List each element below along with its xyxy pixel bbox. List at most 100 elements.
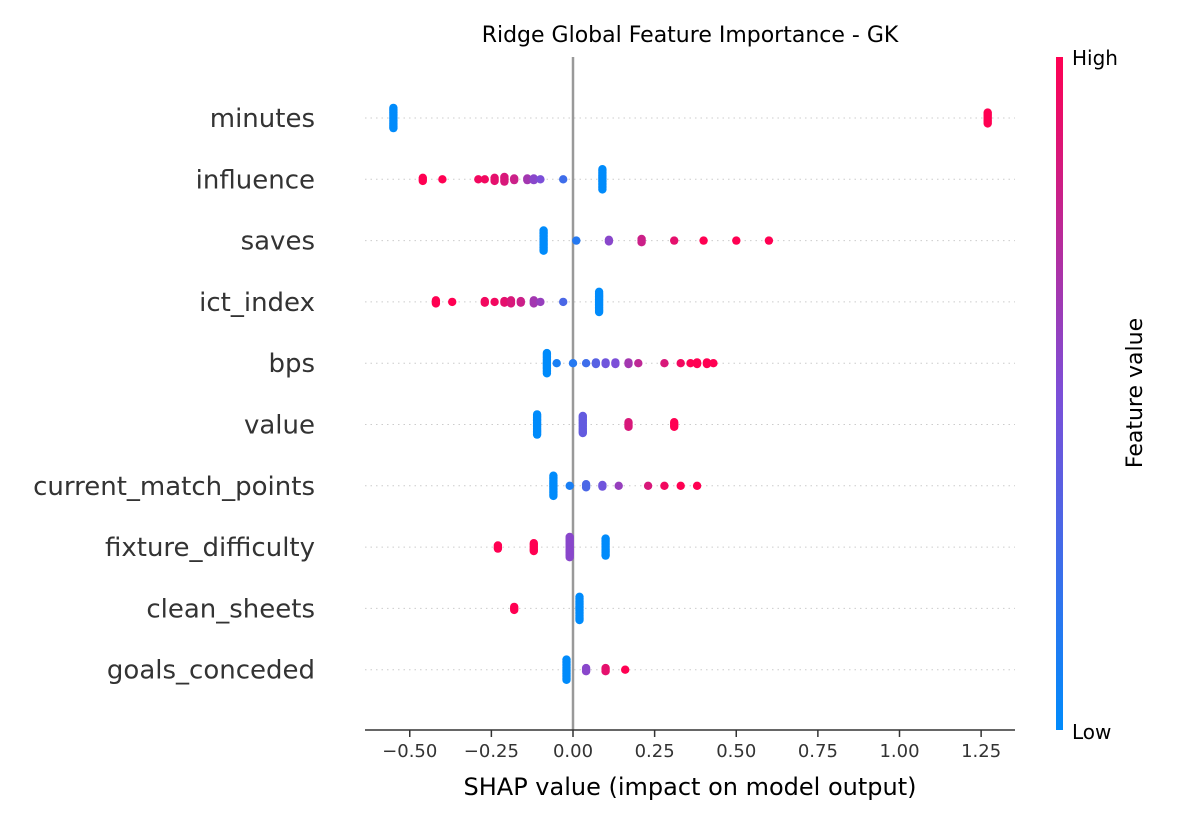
shap-point (529, 175, 538, 185)
shap-point (686, 359, 695, 368)
x-tick-label: 1.00 (879, 741, 919, 762)
shap-point (431, 299, 441, 308)
shap-point (732, 236, 741, 245)
shap-point (624, 422, 633, 431)
row-guides (365, 117, 1015, 671)
shap-point (474, 175, 483, 184)
shap-point (594, 307, 604, 317)
shap-point (448, 297, 457, 307)
shap-point (581, 359, 591, 368)
x-axis-label: SHAP value (impact on model output) (464, 773, 917, 801)
shap-point (493, 544, 503, 553)
colorbar-label: Feature value (1123, 318, 1148, 468)
shap-point (637, 238, 646, 247)
feature-label-saves: saves (241, 227, 315, 257)
shap-point (598, 185, 607, 194)
shap-point (598, 482, 607, 491)
shap-point (702, 359, 712, 369)
feature-label-clean_sheets: clean_sheets (146, 594, 315, 624)
shap-point (552, 359, 561, 368)
shap-point (611, 359, 620, 369)
shap-point (601, 359, 610, 369)
feature-label-goals_conceded: goals_conceded (107, 656, 315, 686)
shap-point (676, 481, 685, 490)
shap-point (572, 236, 581, 245)
feature-label-influence: influence (196, 165, 315, 195)
feature-label-fixture_difficulty: fixture_difficulty (105, 533, 315, 563)
shap-point (549, 491, 558, 501)
feature-label-current_match_points: current_match_points (33, 472, 315, 502)
shap-point (581, 667, 591, 676)
colorbar-low-label: Low (1072, 720, 1111, 744)
shap-point (516, 298, 525, 307)
colorbar (1056, 57, 1063, 730)
x-tick-label: 0.00 (553, 741, 593, 762)
shap-point (692, 359, 702, 369)
shap-point (523, 175, 532, 185)
shap-point (480, 298, 489, 307)
x-axis-ticks: −0.50 −0.25 0.00 0.25 0.50 0.75 1.00 1.25 (382, 730, 1001, 762)
shap-point (568, 359, 578, 368)
feature-label-minutes: minutes (210, 104, 315, 134)
x-tick-label: −0.50 (382, 741, 437, 762)
shap-point (578, 428, 587, 438)
shap-point (643, 481, 653, 490)
shap-point (562, 675, 571, 684)
shap-point (565, 553, 574, 562)
feature-label-ict_index: ict_index (199, 288, 315, 318)
shap-point (621, 665, 630, 674)
shap-point (539, 246, 548, 255)
shap-point (500, 177, 509, 186)
shap-point (565, 481, 574, 490)
shap-point (604, 237, 614, 246)
shap-point (699, 236, 708, 245)
shap-point (559, 297, 568, 307)
shap-point (480, 175, 489, 184)
shap-point (536, 297, 545, 307)
shap-point (591, 359, 601, 369)
colorbar-high-label: High (1072, 46, 1118, 70)
shap-point (709, 359, 718, 368)
shap-point (575, 615, 584, 625)
shap-point (676, 359, 685, 368)
x-tick-label: 0.25 (635, 741, 675, 762)
shap-point (418, 176, 427, 186)
shap-point (670, 422, 679, 431)
x-tick-label: 1.25 (961, 741, 1001, 762)
shap-point (529, 546, 538, 556)
shap-point (624, 359, 633, 369)
shap-point (490, 176, 499, 186)
shap-point (510, 605, 519, 615)
shap-point (670, 236, 679, 245)
shap-point (601, 667, 610, 676)
shap-point (389, 123, 398, 133)
shap-point (614, 481, 623, 490)
feature-label-bps: bps (268, 349, 315, 379)
feature-label-value: value (244, 411, 315, 441)
x-tick-label: 0.50 (716, 741, 756, 762)
shap-point (532, 430, 542, 439)
shap-point (764, 236, 774, 245)
shap-point (500, 298, 509, 307)
data-points (389, 103, 992, 684)
x-tick-label: 0.75 (798, 741, 838, 762)
shap-point (438, 175, 447, 184)
shap-point (692, 481, 702, 490)
shap-point (559, 175, 568, 184)
shap-point (529, 299, 538, 308)
shap-point (660, 359, 669, 368)
shap-point (581, 483, 591, 492)
shap-point (490, 297, 499, 307)
x-tick-label: −0.25 (464, 741, 519, 762)
shap-point (536, 175, 545, 184)
shap-point (983, 119, 992, 128)
shap-point (634, 359, 643, 368)
shap-point (660, 481, 669, 490)
shap-point (542, 369, 552, 378)
shap-point (506, 299, 516, 308)
shap-point (510, 175, 519, 185)
chart-title: Ridge Global Feature Importance - GK (482, 23, 899, 48)
shap-point (601, 551, 610, 560)
